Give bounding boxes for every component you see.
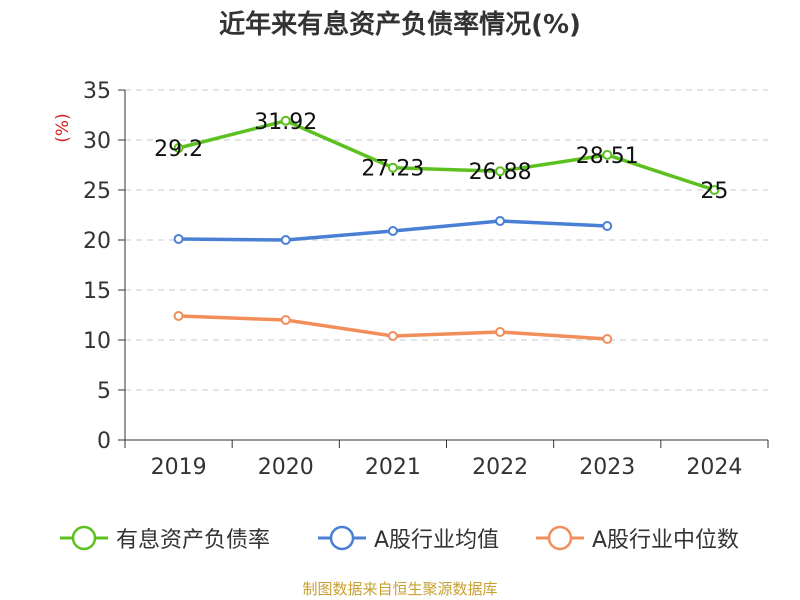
data-point: [280, 115, 291, 126]
legend-label: 有息资产负债率: [116, 528, 271, 553]
x-tick-label: 2021: [365, 455, 421, 480]
x-tick-label: 2020: [258, 455, 314, 480]
y-axis-label: (%): [53, 113, 73, 142]
data-label: 31.92: [254, 110, 317, 135]
data-point: [602, 149, 613, 160]
data-point: [280, 235, 291, 245]
data-label: 27.23: [361, 157, 424, 182]
data-point: [387, 331, 398, 341]
data-labels: 29.2 31.92 27.23 26.88 28.51 25: [154, 110, 728, 204]
data-label: 29.2: [154, 137, 203, 162]
legend-circle: [547, 525, 573, 551]
data-point: [495, 216, 506, 226]
y-tick-label: 15: [83, 279, 111, 304]
y-tick-label: 10: [83, 329, 111, 354]
y-tick-label: 25: [83, 179, 111, 204]
data-point: [387, 226, 398, 236]
data-point: [602, 334, 613, 344]
data-point: [387, 162, 398, 173]
legend-circle: [329, 525, 355, 551]
data-point: [173, 311, 184, 321]
x-tick-label: 2019: [151, 455, 207, 480]
x-tick-label: 2022: [472, 455, 528, 480]
source-note: 制图数据来自恒生聚源数据库: [302, 580, 498, 598]
data-label: 28.51: [576, 144, 639, 169]
legend-marker-icon: [60, 525, 108, 551]
data-point: [173, 234, 184, 244]
legend-item-1[interactable]: A股行业均值: [318, 518, 499, 558]
data-point: [495, 166, 506, 177]
legend: 有息资产负债率 A股行业均值 A股行业中位数: [0, 518, 800, 558]
y-tick-label: 5: [97, 379, 111, 404]
data-point: [602, 221, 613, 231]
data-point: [709, 185, 720, 195]
legend-circle: [71, 525, 97, 551]
chart-title: 近年来有息资产负债率情况(%): [219, 10, 581, 40]
legend-marker-icon: [318, 525, 366, 551]
legend-label: A股行业中位数: [592, 528, 740, 553]
legend-label: A股行业均值: [374, 528, 500, 553]
series-lines: [173, 115, 720, 344]
series-line-0: [178, 119, 715, 192]
data-point: [173, 143, 184, 153]
legend-item-0[interactable]: 有息资产负债率: [60, 518, 270, 558]
data-point: [280, 315, 291, 325]
data-label: 26.88: [469, 160, 532, 185]
y-tick-label: 20: [83, 229, 111, 254]
legend-marker-icon: [536, 525, 584, 551]
y-tick-label: 30: [83, 129, 111, 154]
grid-lines: [125, 89, 768, 391]
y-tick-label: 0: [97, 429, 111, 454]
x-tick-label: 2023: [579, 455, 635, 480]
data-point: [495, 327, 506, 337]
axes: 0 5 10 15 20 25 30 35 2019 2020 2021 2022 2023 2024 (%…: [53, 79, 769, 480]
y-tick-label: 35: [83, 79, 111, 104]
data-label: 25: [700, 179, 728, 204]
x-tick-label: 2024: [686, 455, 742, 480]
legend-item-2[interactable]: A股行业中位数: [536, 518, 739, 558]
